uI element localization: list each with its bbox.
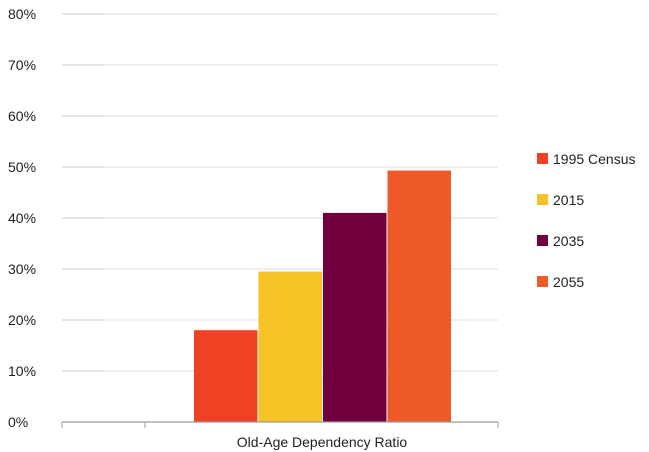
y-tick-label: 20% bbox=[8, 312, 36, 328]
bars bbox=[194, 170, 451, 422]
category-label: Old-Age Dependency Ratio bbox=[237, 434, 408, 450]
y-axis: 0% 10% 20% 30% 40% 50% 60% 70% 80% bbox=[8, 6, 104, 430]
bar-2015 bbox=[258, 271, 322, 422]
legend-swatch bbox=[537, 276, 548, 287]
legend: 1995 Census 2015 2035 2055 bbox=[537, 151, 636, 290]
y-tick-label: 10% bbox=[8, 363, 36, 379]
y-tick-label: 70% bbox=[8, 57, 36, 73]
legend-swatch bbox=[537, 153, 548, 164]
x-axis: Old-Age Dependency Ratio bbox=[61, 421, 499, 450]
legend-label: 2035 bbox=[553, 233, 584, 249]
y-tick-label: 50% bbox=[8, 159, 36, 175]
bar-2055 bbox=[387, 170, 451, 422]
legend-swatch bbox=[537, 194, 548, 205]
legend-label: 2055 bbox=[553, 274, 584, 290]
bar-2035 bbox=[323, 212, 387, 422]
legend-label: 2015 bbox=[553, 192, 584, 208]
y-tick-label: 60% bbox=[8, 108, 36, 124]
legend-swatch bbox=[537, 235, 548, 246]
y-tick-label: 80% bbox=[8, 6, 36, 22]
bar-1995-census bbox=[194, 330, 258, 422]
y-tick-label: 30% bbox=[8, 261, 36, 277]
legend-label: 1995 Census bbox=[553, 151, 636, 167]
gridlines bbox=[104, 13, 498, 372]
y-tick-label: 0% bbox=[8, 414, 28, 430]
y-tick-label: 40% bbox=[8, 210, 36, 226]
